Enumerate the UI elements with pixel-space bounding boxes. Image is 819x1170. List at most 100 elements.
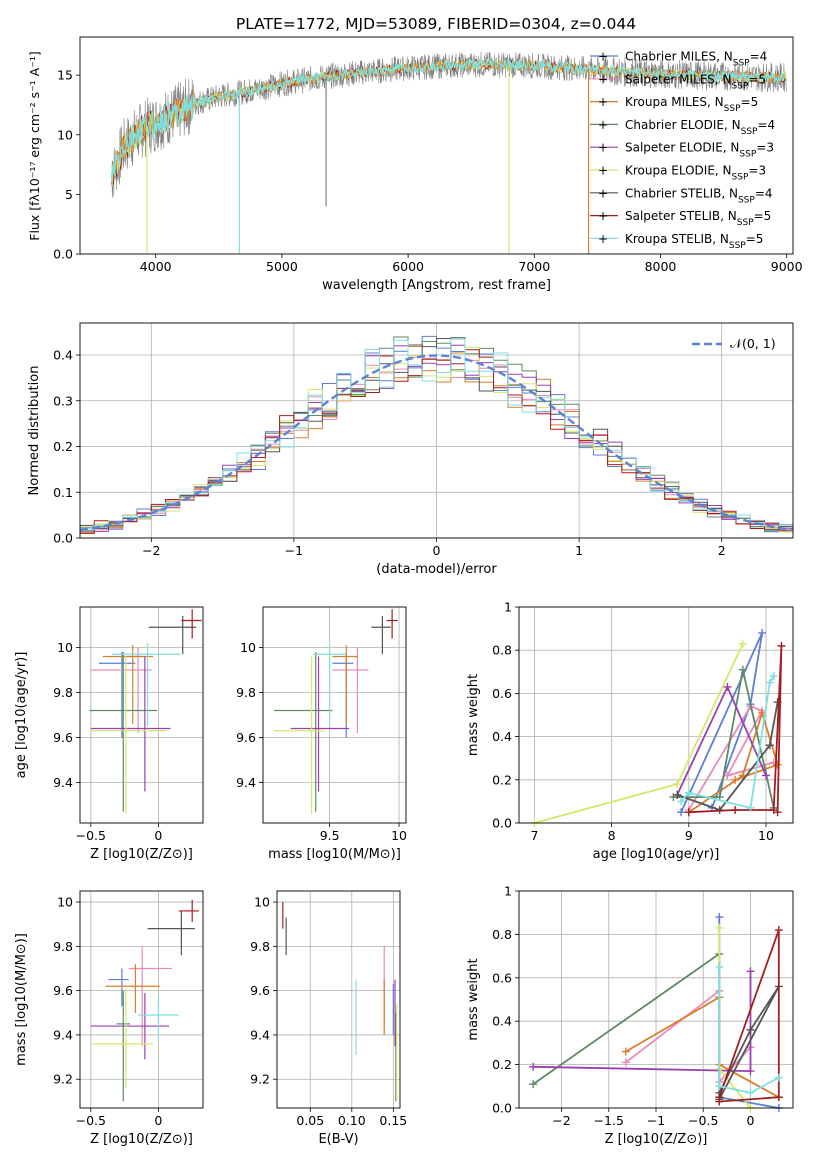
weights-marker xyxy=(746,1088,755,1097)
x-tick-label: −1.5 xyxy=(594,1113,624,1128)
legend-n: =5 xyxy=(746,232,764,246)
legend-n: =3 xyxy=(748,164,766,178)
errorbar-point-7 xyxy=(181,609,202,639)
errorbar-point-8 xyxy=(138,997,179,1042)
x-tick-label: 2 xyxy=(718,543,726,558)
legend-subscript: SSP xyxy=(732,81,749,91)
residuals-frame xyxy=(79,322,794,539)
weights-marker xyxy=(723,771,732,780)
legend-subscript: SSP xyxy=(737,218,754,228)
errorbar-point-8 xyxy=(112,643,181,727)
x-tick-label: 0.05 xyxy=(296,1113,324,1128)
legend-marker: + xyxy=(598,164,608,178)
x-tick-label: 0.10 xyxy=(338,1113,366,1128)
errorbar-point-8 xyxy=(312,643,347,727)
weights-marker xyxy=(715,913,724,922)
y-tick-label: 0.8 xyxy=(492,643,512,658)
plots-container: 4000 5000 6000 7000 8000 90000.051015waveleng… xyxy=(14,36,803,1147)
x-tick-label: −2 xyxy=(552,1113,570,1128)
x-tick-label: 10 xyxy=(758,828,774,843)
weights-line-6 xyxy=(676,701,779,812)
weights-marker xyxy=(738,665,747,674)
mass_vs_ebv-frame xyxy=(276,890,401,1109)
y-tick-label: 9.8 xyxy=(53,939,73,954)
weights-line-8 xyxy=(718,967,780,1094)
legend-n: =5 xyxy=(748,72,766,86)
legend-subscript: SSP xyxy=(738,195,755,205)
legend-label-2: Kroupa MILES, NSSP=5 xyxy=(625,95,758,114)
y-tick-label: 10 xyxy=(57,895,73,910)
errorbar-point-0 xyxy=(98,652,136,738)
x-tick-label: 5000 xyxy=(266,259,298,274)
legend-normal-label: 𝒩(0, 1) xyxy=(730,336,776,351)
x-tick-label: −1 xyxy=(647,1113,665,1128)
errorbar-point-1 xyxy=(332,647,369,733)
y-tick-label: 0.0 xyxy=(53,531,73,546)
weights-marker xyxy=(684,808,693,817)
errorbar-point-3 xyxy=(89,652,158,812)
legend-subscript: SSP xyxy=(739,150,756,160)
errorbar-point-4 xyxy=(290,656,350,792)
legend-subscript: SSP xyxy=(733,59,750,69)
errorbar-point-6 xyxy=(371,616,391,655)
legend-n: =4 xyxy=(757,118,775,132)
y-tick-label: 0.0 xyxy=(492,1101,512,1116)
x-tick-label: 8 xyxy=(608,828,616,843)
weights-marker xyxy=(765,741,774,750)
y-tick-label: 0.2 xyxy=(492,772,512,787)
y-tick-label: 0.6 xyxy=(492,970,512,985)
weights-marker xyxy=(758,628,767,637)
legend-marker: + xyxy=(598,95,608,109)
weights-marker xyxy=(715,923,724,932)
errorbar-point-0 xyxy=(108,968,129,1007)
weights-marker xyxy=(677,808,686,817)
legend-label-8: Kroupa STELIB, NSSP=5 xyxy=(625,232,763,251)
y-tick-label: 5 xyxy=(65,187,73,202)
weights-marker xyxy=(738,639,747,648)
mass_vs_Z-ylabel: mass [log10(M/M⊙)] xyxy=(14,933,29,1066)
residuals-xlabel: (data-model)/error xyxy=(376,562,497,577)
errorbar-point-3 xyxy=(116,990,131,1102)
legend-marker: + xyxy=(598,209,608,223)
y-tick-label: 9.8 xyxy=(236,685,256,700)
errorbar-point-1 xyxy=(90,647,152,733)
errorbar-point-3 xyxy=(274,652,333,812)
weights-marker xyxy=(673,780,682,789)
x-tick-label: 9.5 xyxy=(320,828,340,843)
weights-marker xyxy=(529,1080,538,1089)
age_vs_Z-frame xyxy=(79,606,204,824)
weights-marker xyxy=(621,1058,630,1067)
y-tick-label: 0.2 xyxy=(53,439,73,454)
legend-subscript: SSP xyxy=(724,104,741,114)
weights-line-6 xyxy=(718,986,780,1100)
errorbar-point-5 xyxy=(92,988,153,1089)
age_vs_Z-axes: −0.5 0 9.4 9.6 9.8 10 xyxy=(53,607,203,843)
weights_vs_Z-frame xyxy=(518,890,794,1109)
y-tick-label: 0.0 xyxy=(492,816,512,831)
weights-marker xyxy=(773,760,782,769)
spectrum-model-8 xyxy=(110,58,787,182)
legend-subscript: SSP xyxy=(741,127,758,137)
errorbar-point-2 xyxy=(102,645,153,724)
weights-marker xyxy=(773,808,782,817)
age_vs_Z-ylabel: age [log10(age/yr)] xyxy=(14,652,29,779)
legend-n: =4 xyxy=(755,186,773,200)
legend-label-5: Kroupa ELODIE, NSSP=3 xyxy=(625,164,766,183)
legend-marker: + xyxy=(598,72,608,86)
weights-marker xyxy=(774,1093,783,1102)
legend-label-6: Chabrier STELIB, NSSP=4 xyxy=(625,186,773,205)
weights-marker xyxy=(769,672,778,681)
legend-marker: + xyxy=(598,141,608,155)
x-tick-label: 0 xyxy=(154,1113,162,1128)
weights-marker xyxy=(746,803,755,812)
y-tick-label: 10 xyxy=(57,640,73,655)
weights-marker xyxy=(774,926,783,935)
y-tick-label: 10 xyxy=(57,127,73,142)
legend-n: =4 xyxy=(750,50,768,64)
legend-n: =3 xyxy=(756,141,774,155)
weights-marker xyxy=(715,1082,724,1091)
spectrum-ylabel: Flux [fλ10⁻¹⁷ erg cm⁻² s⁻¹ A⁻¹] xyxy=(27,51,42,240)
legend-label-7: Salpeter STELIB, NSSP=5 xyxy=(625,209,771,228)
x-tick-label: 6000 xyxy=(392,259,424,274)
